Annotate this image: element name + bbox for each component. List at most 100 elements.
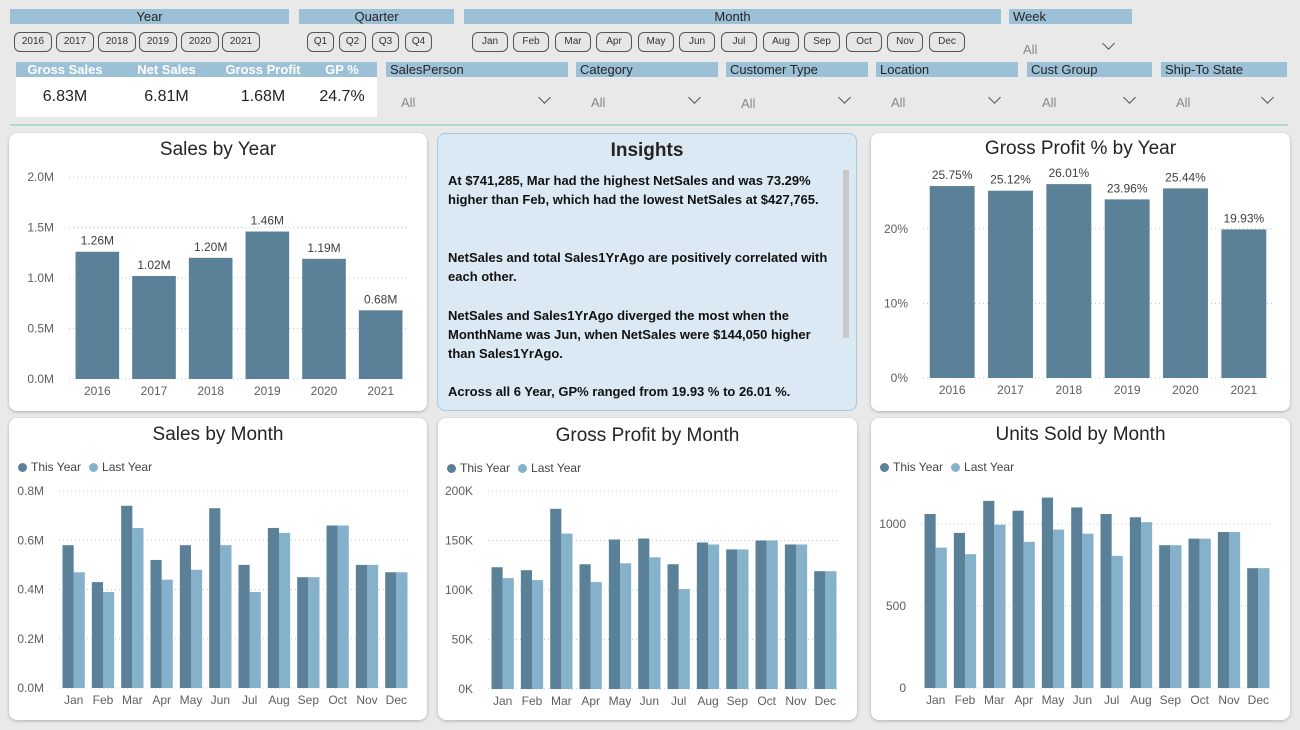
location-filter-header: Location	[876, 62, 1018, 77]
y-tick-label: 2.0M	[27, 170, 54, 184]
month-pill-apr[interactable]: Apr	[596, 32, 632, 52]
month-pill-feb[interactable]: Feb	[513, 32, 549, 52]
insight-paragraph: At $741,285, Mar had the highest NetSale…	[448, 173, 819, 207]
kpi-label-gp-pct: GP %	[325, 62, 359, 77]
x-tick-label: Dec	[815, 694, 836, 708]
legend-this-year-label: This Year	[31, 460, 82, 474]
sales-by-year-chart[interactable]: 0.0M 0.5M 1.0M 1.5M 2.0M 2016 1.26M 2017 1.02M 20…	[9, 133, 427, 411]
cust-group-filter-header: Cust Group	[1027, 62, 1152, 77]
bar-last-year	[73, 572, 85, 688]
x-tick-label: 2020	[1172, 383, 1199, 397]
quarter-pill-q4[interactable]: Q4	[405, 32, 432, 52]
x-tick-label: Jan	[926, 693, 945, 707]
data-label: 23.96%	[1107, 181, 1148, 195]
data-label: 25.12%	[990, 173, 1031, 187]
year-pill-2016[interactable]: 2016	[14, 32, 52, 52]
quarter-pill-q1[interactable]: Q1	[307, 32, 334, 52]
bar-last-year	[191, 569, 203, 688]
ship-to-state-dropdown[interactable]: All	[1171, 90, 1279, 114]
year-pill-2020[interactable]: 2020	[181, 32, 219, 52]
chevron-down-icon	[1102, 37, 1115, 50]
units-sold-by-month-chart[interactable]: 0 500 1000 Jan Feb Mar Apr May Jun Jul Aug Sep Oct No…	[871, 418, 1290, 720]
bar-this-year	[1159, 545, 1171, 688]
bar-this-year	[755, 540, 767, 689]
x-tick-label: Aug	[268, 693, 289, 707]
ship-to-state-dropdown-value: All	[1176, 95, 1191, 110]
salesperson-filter-header: SalesPerson	[386, 62, 568, 77]
month-pill-nov[interactable]: Nov	[887, 32, 923, 52]
insights-scrollbar[interactable]	[843, 170, 849, 338]
customer-type-filter-header: Customer Type	[726, 62, 868, 77]
legend-this-year-marker	[447, 463, 456, 473]
y-tick-label: 0.5M	[27, 322, 54, 336]
bar-this-year	[91, 582, 103, 688]
divider	[10, 124, 1288, 126]
year-pill-2017[interactable]: 2017	[56, 32, 94, 52]
data-label: 1.26M	[81, 234, 114, 248]
y-tick-label: 0.6M	[17, 533, 44, 547]
month-pill-oct[interactable]: Oct	[846, 32, 882, 52]
chart-title: Gross Profit by Month	[555, 425, 740, 446]
month-pill-jul[interactable]: Jul	[721, 32, 757, 52]
year-slicer-header: Year	[10, 9, 289, 24]
year-pill-2021[interactable]: 2021	[222, 32, 260, 52]
y-tick-label: 500	[886, 599, 906, 613]
bar-last-year	[1111, 555, 1123, 688]
month-pill-jun[interactable]: Jun	[679, 32, 715, 52]
year-pill-2019[interactable]: 2019	[139, 32, 177, 52]
x-tick-label: Apr	[152, 693, 171, 707]
month-pill-mar[interactable]: Mar	[555, 32, 591, 52]
location-dropdown[interactable]: All	[886, 90, 1008, 114]
gp-pct-by-year-chart[interactable]: 0% 10% 20% 2016 25.75% 2017 25.12% 2018 26.01% 20…	[871, 133, 1290, 411]
category-filter-header: Category	[576, 62, 718, 77]
legend-last-year-label: Last Year	[964, 460, 1015, 474]
month-pill-jan[interactable]: Jan	[472, 32, 508, 52]
bar-this-year	[1188, 538, 1200, 688]
bar	[929, 186, 975, 378]
month-pill-aug[interactable]: Aug	[763, 32, 799, 52]
sales-by-month-chart[interactable]: 0.0M 0.2M 0.4M 0.6M 0.8M Jan Feb Mar Apr May Jun Ju…	[9, 418, 427, 720]
bar-this-year	[297, 577, 309, 688]
chevron-down-icon	[1123, 91, 1136, 104]
bar-this-year	[238, 564, 250, 688]
bar-this-year	[784, 544, 796, 689]
quarter-pill-q2[interactable]: Q2	[339, 32, 366, 52]
bar-last-year	[620, 563, 632, 689]
month-pill-sep[interactable]: Sep	[804, 32, 840, 52]
salesperson-dropdown-value: All	[401, 95, 416, 110]
data-label: 0.68M	[364, 292, 397, 306]
bar-this-year	[983, 500, 995, 688]
cust-group-dropdown[interactable]: All	[1037, 90, 1142, 114]
salesperson-dropdown[interactable]: All	[396, 90, 558, 114]
customer-type-dropdown-value: All	[741, 96, 756, 111]
y-tick-label: 1.0M	[27, 271, 54, 285]
insight-paragraph: Across all 6 Year, GP% ranged from 19.93…	[448, 384, 791, 399]
x-tick-label: Feb	[93, 693, 114, 707]
kpi-label-gross-profit: Gross Profit	[225, 62, 301, 77]
bar-this-year	[209, 508, 221, 688]
chevron-down-icon	[838, 91, 851, 104]
category-dropdown[interactable]: All	[586, 90, 708, 114]
kpi-values-panel	[16, 77, 377, 117]
legend-last-year-marker	[89, 462, 99, 472]
month-pill-may[interactable]: May	[638, 32, 674, 52]
week-dropdown[interactable]: All	[1018, 36, 1122, 60]
x-tick-label: Nov	[1218, 693, 1239, 707]
quarter-pill-q3[interactable]: Q3	[372, 32, 399, 52]
year-pill-2018[interactable]: 2018	[98, 32, 136, 52]
bar-this-year	[491, 567, 503, 689]
x-tick-label: Jan	[64, 693, 83, 707]
x-tick-label: Apr	[581, 694, 600, 708]
bar-this-year	[953, 532, 965, 688]
bar-this-year	[1071, 507, 1083, 688]
bar-this-year	[550, 508, 562, 689]
bar-this-year	[150, 559, 162, 688]
month-pill-dec[interactable]: Dec	[929, 32, 965, 52]
x-tick-label: Nov	[356, 693, 377, 707]
gross-profit-by-month-chart[interactable]: 0K 50K 100K 150K 200K Jan Feb Mar Apr May Jun Jul Au…	[438, 418, 857, 720]
y-tick-label: 0.2M	[17, 632, 44, 646]
bar-last-year	[103, 591, 115, 688]
customer-type-dropdown[interactable]: All	[736, 90, 858, 114]
x-tick-label: Apr	[1014, 693, 1033, 707]
bar-this-year	[355, 564, 367, 688]
